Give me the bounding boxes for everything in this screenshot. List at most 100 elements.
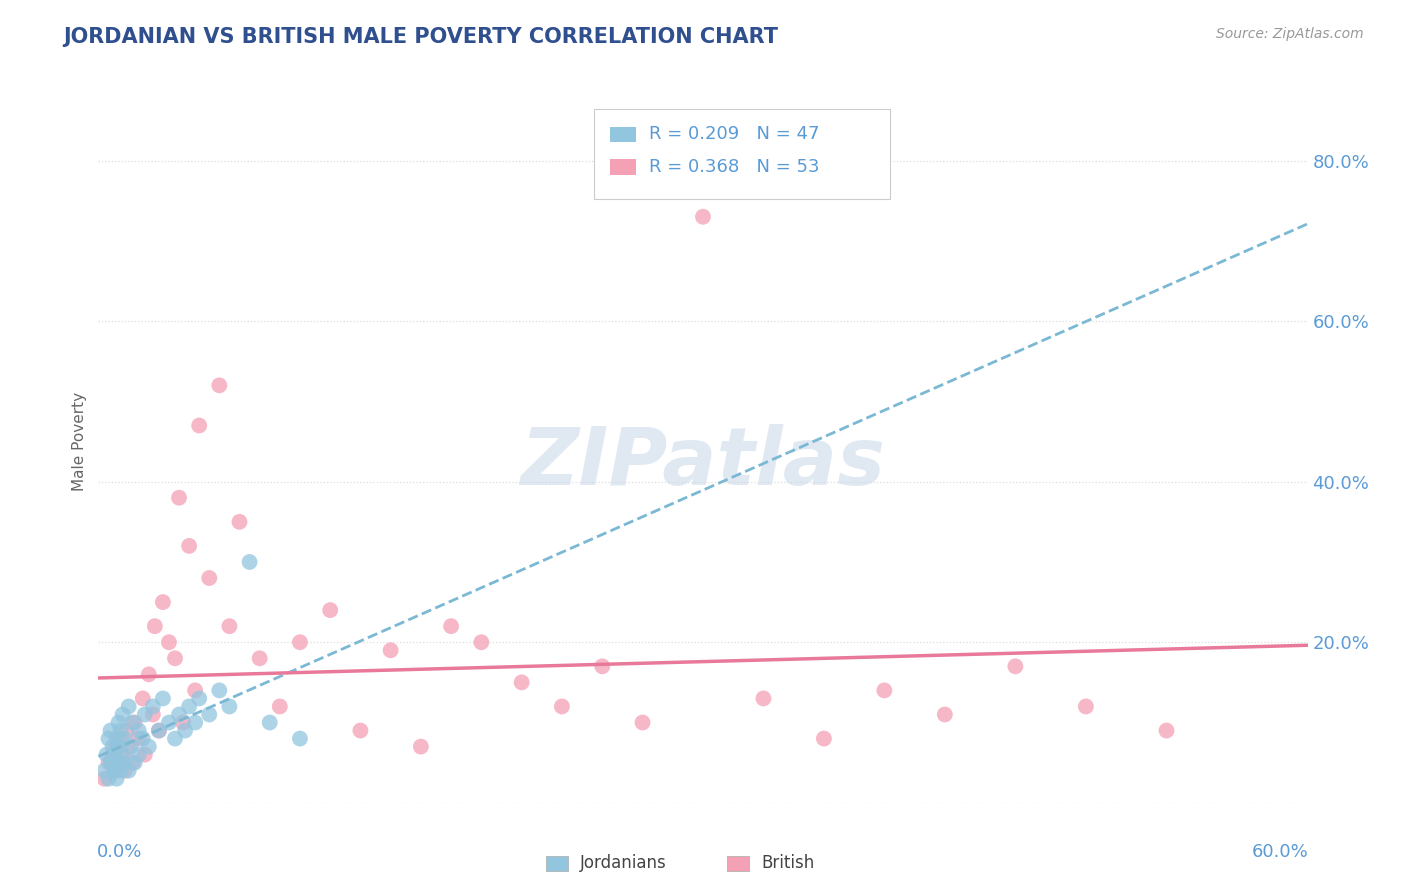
Point — [167, 707, 190, 722]
Point — [319, 603, 342, 617]
Point — [97, 731, 120, 746]
Point — [288, 635, 311, 649]
Point — [470, 635, 492, 649]
Point — [510, 675, 533, 690]
Point — [105, 772, 128, 786]
Point — [752, 691, 775, 706]
Point — [103, 764, 125, 778]
Point — [114, 756, 136, 770]
Point — [107, 756, 129, 770]
Point — [440, 619, 463, 633]
Text: R = 0.368   N = 53: R = 0.368 N = 53 — [648, 158, 820, 176]
Point — [97, 772, 120, 786]
Point — [124, 715, 146, 730]
Point — [551, 699, 574, 714]
Point — [873, 683, 896, 698]
Point — [100, 756, 122, 770]
Point — [121, 715, 143, 730]
Point — [111, 747, 134, 762]
Point — [349, 723, 371, 738]
Point — [105, 731, 128, 746]
Point — [105, 739, 128, 754]
Point — [152, 691, 174, 706]
Point — [228, 515, 250, 529]
Point — [110, 731, 132, 746]
Bar — [727, 855, 749, 871]
Point — [111, 747, 134, 762]
Text: 0.0%: 0.0% — [97, 843, 142, 861]
FancyBboxPatch shape — [595, 109, 890, 200]
Point — [110, 764, 132, 778]
Point — [110, 723, 132, 738]
Point — [142, 707, 165, 722]
Point — [813, 731, 835, 746]
Point — [143, 619, 166, 633]
Point — [111, 707, 134, 722]
Point — [138, 667, 160, 681]
Point — [107, 756, 129, 770]
Point — [107, 739, 129, 754]
Point — [134, 747, 156, 762]
Point — [188, 418, 211, 433]
Text: R = 0.209   N = 47: R = 0.209 N = 47 — [648, 126, 820, 144]
Point — [174, 723, 197, 738]
Point — [132, 731, 155, 746]
Point — [93, 772, 115, 786]
Point — [115, 723, 138, 738]
Point — [380, 643, 402, 657]
Point — [631, 715, 654, 730]
Point — [163, 651, 186, 665]
Point — [134, 707, 156, 722]
Point — [218, 699, 240, 714]
Point — [208, 378, 231, 392]
Point — [152, 595, 174, 609]
Point — [96, 747, 118, 762]
Point — [188, 691, 211, 706]
Point — [93, 764, 115, 778]
Text: 60.0%: 60.0% — [1251, 843, 1309, 861]
Point — [288, 731, 311, 746]
Point — [1004, 659, 1026, 673]
Point — [692, 210, 714, 224]
Point — [142, 699, 165, 714]
Point — [179, 699, 201, 714]
Point — [259, 715, 281, 730]
Point — [157, 715, 180, 730]
Text: JORDANIAN VS BRITISH MALE POVERTY CORRELATION CHART: JORDANIAN VS BRITISH MALE POVERTY CORREL… — [63, 27, 779, 46]
Point — [101, 739, 124, 754]
Point — [218, 619, 240, 633]
Point — [97, 756, 120, 770]
Point — [107, 715, 129, 730]
Text: Jordanians: Jordanians — [579, 855, 666, 872]
Point — [103, 764, 125, 778]
Point — [128, 731, 150, 746]
Point — [591, 659, 613, 673]
Point — [118, 764, 141, 778]
Point — [157, 635, 180, 649]
Point — [409, 739, 432, 754]
Point — [132, 691, 155, 706]
Point — [172, 715, 194, 730]
Point — [118, 699, 141, 714]
Point — [249, 651, 271, 665]
Point — [148, 723, 170, 738]
Point — [120, 739, 142, 754]
Point — [184, 715, 207, 730]
Point — [163, 731, 186, 746]
Point — [198, 707, 221, 722]
Point — [167, 491, 190, 505]
Point — [114, 764, 136, 778]
Point — [934, 707, 956, 722]
Point — [101, 747, 124, 762]
Point — [198, 571, 221, 585]
Text: Source: ZipAtlas.com: Source: ZipAtlas.com — [1216, 27, 1364, 41]
Point — [239, 555, 262, 569]
FancyBboxPatch shape — [610, 127, 637, 143]
Point — [1156, 723, 1178, 738]
Point — [118, 739, 141, 754]
Point — [269, 699, 291, 714]
Point — [148, 723, 170, 738]
Point — [100, 723, 122, 738]
Point — [121, 756, 143, 770]
Point — [128, 723, 150, 738]
